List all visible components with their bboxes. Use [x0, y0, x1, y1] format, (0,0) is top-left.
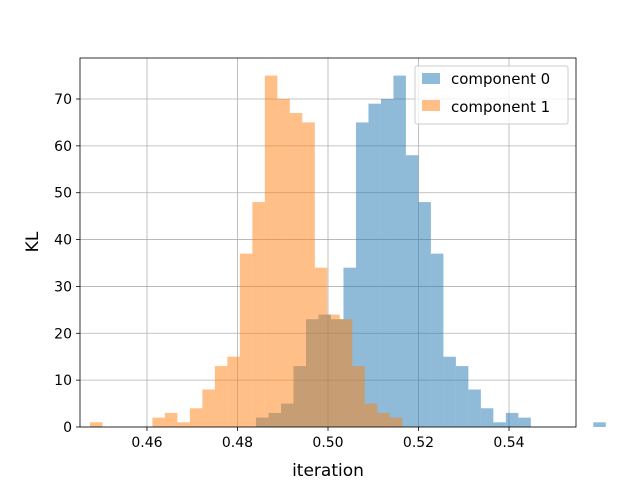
histogram-bar: [352, 366, 365, 427]
histogram-bar: [418, 202, 431, 427]
y-tick-label: 70: [54, 92, 72, 108]
histogram-bar: [593, 422, 606, 427]
histogram-bar: [393, 75, 406, 428]
histogram-bar: [239, 253, 253, 427]
histogram-bar: [264, 75, 278, 428]
histogram-bar: [89, 422, 103, 427]
x-tick-label: 0.54: [493, 435, 524, 451]
legend: component 0 component 1: [414, 65, 569, 125]
y-tick-label: 10: [54, 373, 72, 389]
legend-label-component-0: component 0: [451, 70, 550, 88]
x-tick-label: 0.46: [131, 435, 162, 451]
histogram-bar: [302, 122, 315, 427]
legend-swatch-component-0: [422, 73, 440, 84]
legend-swatch-component-1: [422, 100, 440, 111]
histogram-bar: [430, 253, 444, 427]
x-tick-label: 0.52: [403, 435, 434, 451]
histogram-bar: [214, 366, 228, 427]
histogram-bar: [277, 99, 290, 427]
histogram-bar: [355, 122, 369, 427]
y-tick-label: 0: [63, 420, 72, 436]
histogram-bar: [455, 366, 469, 427]
histogram-bar: [380, 99, 394, 427]
y-axis-label: KL: [23, 231, 43, 252]
x-axis-label: iteration: [292, 461, 364, 480]
y-tick-label: 60: [54, 139, 72, 155]
histogram-bar: [289, 113, 303, 428]
histogram-bar: [389, 417, 403, 427]
histogram-bar: [177, 422, 190, 427]
legend-label-component-1: component 1: [451, 98, 550, 116]
histogram-bar: [189, 408, 203, 427]
y-tick-label: 40: [54, 233, 72, 249]
histogram-bar: [327, 314, 340, 427]
legend-frame: [414, 65, 569, 125]
histogram-bars: [89, 75, 606, 428]
axis-ticks: 0.46 0.48 0.50 0.52 0.54 0 10 20 30 40 50 60 70: [54, 92, 525, 451]
x-tick-label: 0.50: [312, 435, 343, 451]
histogram-bar: [202, 389, 215, 427]
histogram-bar: [314, 267, 328, 427]
histogram-bar: [480, 408, 494, 427]
histogram-bar: [468, 389, 481, 427]
histogram-bar: [377, 412, 390, 427]
histogram-bar: [364, 403, 378, 427]
histogram-bar: [505, 412, 519, 427]
histogram-bar: [339, 319, 353, 427]
histogram-bar: [164, 412, 178, 427]
series-component-1: [89, 75, 403, 428]
histogram-bar: [493, 422, 506, 427]
histogram-bar: [518, 417, 531, 427]
histogram-bar: [405, 155, 419, 427]
y-tick-label: 50: [54, 186, 72, 202]
x-tick-label: 0.48: [222, 435, 253, 451]
y-tick-label: 30: [54, 279, 72, 295]
histogram-bar: [252, 202, 265, 427]
histogram-bar: [368, 103, 381, 427]
histogram-bar: [227, 356, 240, 427]
histogram-bar: [152, 417, 165, 427]
histogram-bar: [443, 356, 456, 427]
y-tick-label: 20: [54, 326, 72, 342]
